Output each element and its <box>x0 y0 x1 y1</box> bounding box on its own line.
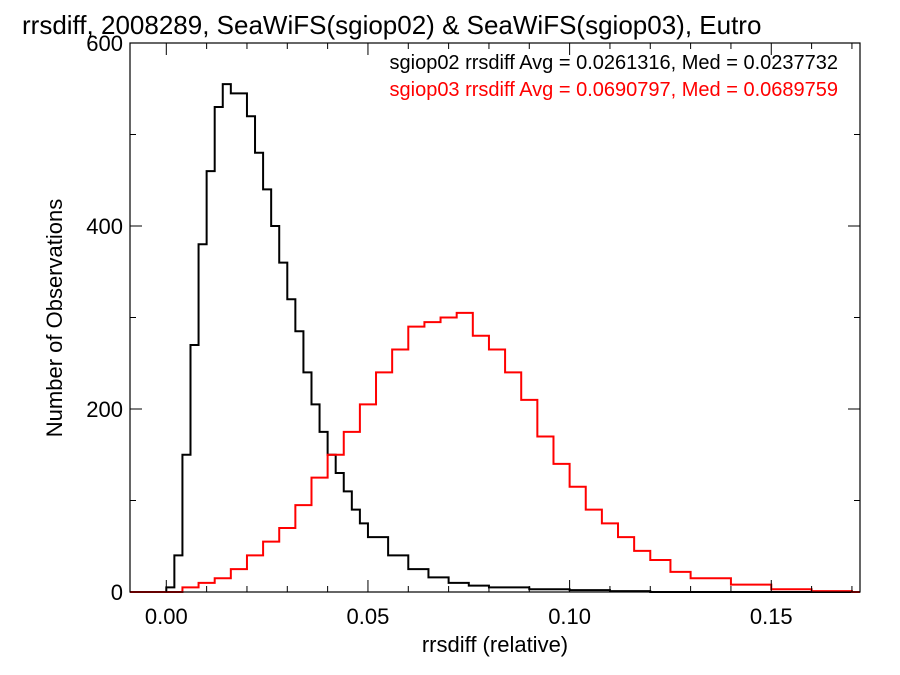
x-tick-label: 0.15 <box>750 604 793 629</box>
y-tick-label: 600 <box>86 31 123 56</box>
x-tick-label: 0.05 <box>347 604 390 629</box>
legend-entry-sgiop02: sgiop02 rrsdiff Avg = 0.0261316, Med = 0… <box>390 52 839 74</box>
series-line-sgiop02 <box>130 83 860 593</box>
y-axis-label: Number of Observations <box>42 199 67 437</box>
axis-tick-labels: 0.00 0.05 0.10 0.15 0 200 400 600 <box>86 31 792 629</box>
plot-lines <box>130 83 860 593</box>
y-tick-label: 200 <box>86 397 123 422</box>
x-tick-label: 0.00 <box>145 604 188 629</box>
legend-entry-sgiop03: sgiop03 rrsdiff Avg = 0.0690797, Med = 0… <box>390 79 839 101</box>
x-tick-label: 0.10 <box>548 604 591 629</box>
chart-title: rrsdiff, 2008289, SeaWiFS(sgiop02) & Sea… <box>22 10 761 40</box>
y-tick-label: 400 <box>86 214 123 239</box>
series-line-sgiop03 <box>130 311 860 593</box>
plot-frame <box>129 42 861 593</box>
y-tick-label: 0 <box>111 580 123 605</box>
axis-ticks <box>130 42 860 593</box>
x-axis-label: rrsdiff (relative) <box>422 632 568 657</box>
